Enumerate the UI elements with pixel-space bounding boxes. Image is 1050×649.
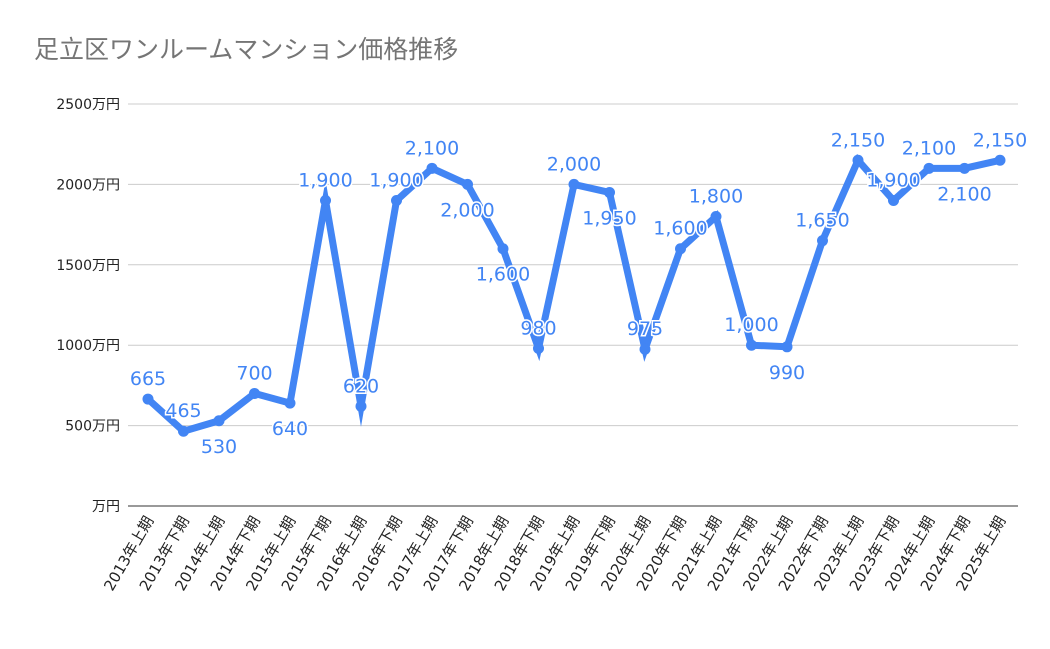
data-point <box>781 341 793 353</box>
data-point <box>284 397 296 409</box>
data-label: 1,900 <box>369 169 423 191</box>
data-point <box>426 162 438 174</box>
data-label: 700 <box>236 362 272 384</box>
data-label: 2,000 <box>547 153 601 175</box>
data-point <box>142 393 154 405</box>
data-label: 2,150 <box>831 129 885 151</box>
data-point <box>462 178 473 190</box>
data-point <box>568 178 580 190</box>
data-point <box>249 387 260 399</box>
data-point <box>497 243 509 255</box>
data-label: 1,600 <box>476 264 530 286</box>
data-label: 980 <box>520 317 556 339</box>
data-label: 530 <box>201 436 237 458</box>
data-point <box>533 342 544 354</box>
data-point <box>852 154 864 166</box>
data-label: 990 <box>769 362 805 384</box>
data-point <box>888 194 899 206</box>
data-label: 975 <box>627 318 663 340</box>
data-label: 465 <box>165 400 201 422</box>
data-label: 1,650 <box>795 210 849 232</box>
data-label: 620 <box>343 375 379 397</box>
data-point <box>639 343 651 355</box>
data-label: 2,100 <box>902 137 956 159</box>
chart-title: 足立区ワンルームマンション価格推移 <box>34 35 459 64</box>
y-tick-label: 2000万円 <box>56 177 120 193</box>
y-tick-label: 2500万円 <box>56 97 120 113</box>
data-point <box>923 162 935 174</box>
data-label: 2,150 <box>973 129 1027 151</box>
series-line <box>145 153 1001 436</box>
data-point <box>178 425 189 437</box>
data-label: 1,950 <box>582 207 636 229</box>
data-label: 640 <box>272 418 308 440</box>
y-tick-label: 1500万円 <box>56 258 120 274</box>
data-point <box>710 211 722 223</box>
data-label: 1,900 <box>298 169 352 191</box>
data-point <box>391 194 402 206</box>
data-point <box>746 339 757 351</box>
data-point <box>959 162 970 174</box>
data-point <box>675 243 686 255</box>
data-point <box>355 400 367 412</box>
data-point <box>817 235 828 247</box>
data-point <box>320 194 331 206</box>
data-point <box>994 154 1006 166</box>
y-tick-label: 1000万円 <box>56 338 120 354</box>
y-tick-label: 500万円 <box>65 419 120 435</box>
data-label: 1,600 <box>653 218 707 240</box>
data-label: 2,000 <box>440 199 494 221</box>
data-label: 665 <box>130 368 166 390</box>
data-label: 1,900 <box>866 169 920 191</box>
data-label: 1,800 <box>689 186 743 208</box>
data-label: 2,100 <box>937 183 991 205</box>
y-tick-label: 万円 <box>92 499 120 515</box>
data-point <box>213 415 225 427</box>
data-label: 2,100 <box>405 137 459 159</box>
data-label: 1,000 <box>724 314 778 336</box>
data-point <box>604 186 615 198</box>
